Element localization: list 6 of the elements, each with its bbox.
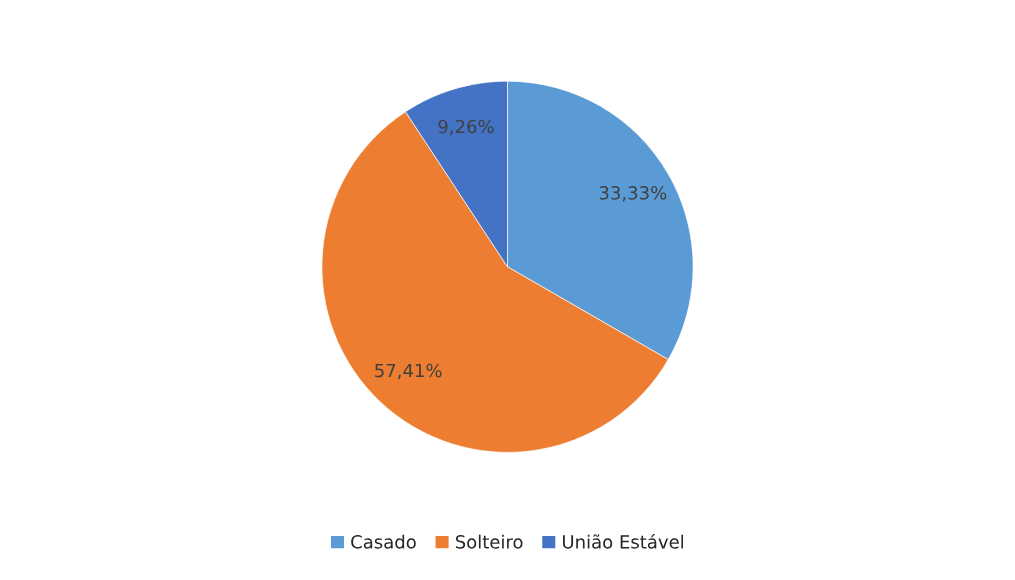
data-label: 9,26% [438,119,494,136]
legend-label: Solteiro [455,534,523,549]
data-label: 33,33% [599,185,667,202]
legend-label: União Estável [562,533,684,549]
legend-label: Casado [351,534,416,549]
data-label: 57,41% [375,363,442,380]
